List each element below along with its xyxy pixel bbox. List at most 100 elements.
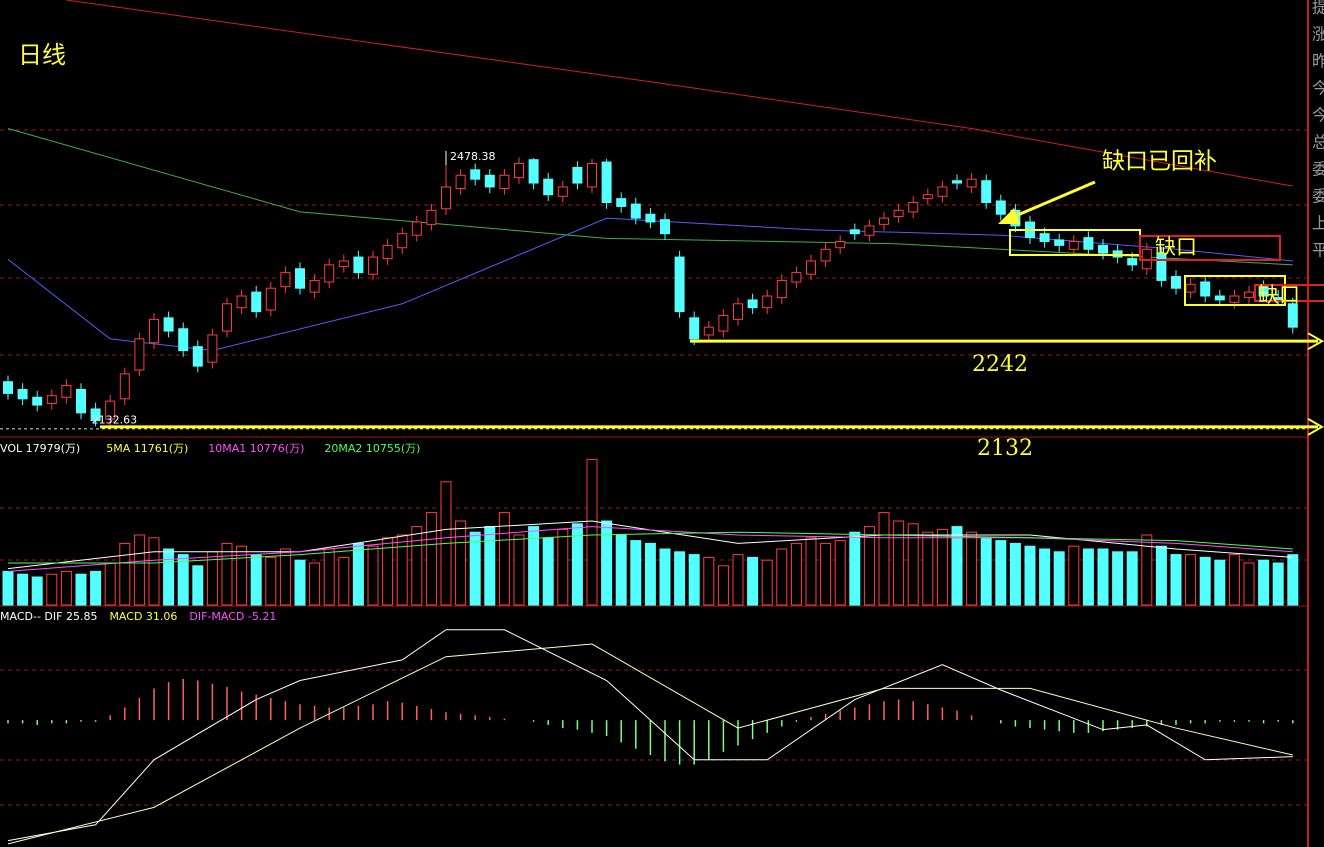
gap-box [1139,235,1281,261]
volume-bar [849,531,861,606]
ma-line [7,643,1293,845]
volume-bar [75,573,87,606]
candle-body [703,326,714,336]
volume-bar [17,573,29,606]
volume-bar [2,570,14,606]
volume-bar [309,562,321,606]
volume-bar [250,554,262,606]
candle-body [46,395,57,405]
candle-body [645,213,656,223]
candle-body [1214,295,1225,301]
volume-bar [1112,551,1124,606]
volume-bar [498,512,510,606]
candle-body [514,163,524,179]
side-label: 涨 [1312,25,1324,44]
volume-bar [323,548,335,606]
side-label: 上 [1312,214,1324,233]
volume-bar [630,540,642,606]
volume-bar [396,534,408,606]
candle-body [981,180,992,204]
candle-body [630,203,641,219]
volume-bar [936,528,948,606]
candle-body [572,166,583,184]
candle-body [353,256,364,274]
volume-bar [659,548,671,606]
volume-bar [60,570,72,606]
chart-title: 日线 [18,41,66,69]
candle-body [922,194,933,200]
candle-body [178,328,189,352]
volume-bar [1155,545,1167,606]
candle-body [616,198,627,207]
volume-bar [1258,559,1270,606]
candle-body [820,248,831,262]
volume-bar [966,531,978,606]
candle-body [192,346,203,367]
candle-body [163,317,174,332]
volume-bar [1082,548,1094,606]
volume-bar [1214,559,1226,606]
candle-body [747,299,758,309]
candle-body [32,396,43,406]
annotation: 缺口 [1155,235,1197,259]
candle-body [937,186,948,197]
arrow-head [1307,418,1324,436]
volume-bar [1243,562,1255,606]
volume-bar [776,548,788,606]
level-label: 2242 [972,352,1028,377]
volume-bar [148,537,160,606]
candle-body [1273,297,1284,301]
candle-body [222,303,232,332]
volume-bar [177,554,189,606]
macd-header: MACD 31.06 [109,610,177,623]
candle-body [776,279,787,299]
volume-bar [674,551,686,606]
volume-bar [192,565,204,606]
volume-bar [513,534,525,606]
volume-bar [46,573,58,606]
candle-body [893,209,904,218]
candle-body [324,264,335,283]
volume-header: 10MA1 10776(万) [208,442,304,455]
volume-bar [834,540,846,606]
volume-bar [703,556,715,606]
candle-body [674,256,685,313]
candle-body [1244,291,1254,299]
gap-box [1184,275,1286,306]
side-label: 总 [1312,133,1324,152]
candle-body [806,260,816,275]
volume-bar [455,520,467,606]
candle-body [484,174,495,188]
side-label: 委 [1312,187,1324,206]
ma-line [66,0,1293,187]
volume-bar [279,548,291,606]
candle-body [105,400,116,420]
volume-bar [863,526,875,606]
candle-body [441,186,451,210]
volume-bar [119,542,131,606]
volume-bar [1068,545,1080,606]
candle-body [17,388,28,400]
volume-bar [747,556,759,606]
volume-bar [469,531,481,606]
candle-body [528,159,539,184]
candle-body [470,169,481,180]
candle-body [689,317,700,340]
candle-body [207,334,218,363]
macd-header: MACD-- DIF 25.85 [0,610,97,623]
volume-bar [542,537,554,606]
arrow-head [998,208,1020,224]
volume-bar [557,528,569,606]
candle-body [76,388,86,414]
candle-body [849,229,860,235]
volume-header: 20MA2 10755(万) [324,442,420,455]
candle-body [455,174,466,190]
candle-body [1185,283,1196,293]
volume-bar [1185,554,1197,606]
volume-bar [133,534,145,606]
candle-body [251,291,262,313]
candle-body [1098,244,1108,254]
candle-body [557,186,568,197]
high-label: 2478.38 [450,150,496,163]
